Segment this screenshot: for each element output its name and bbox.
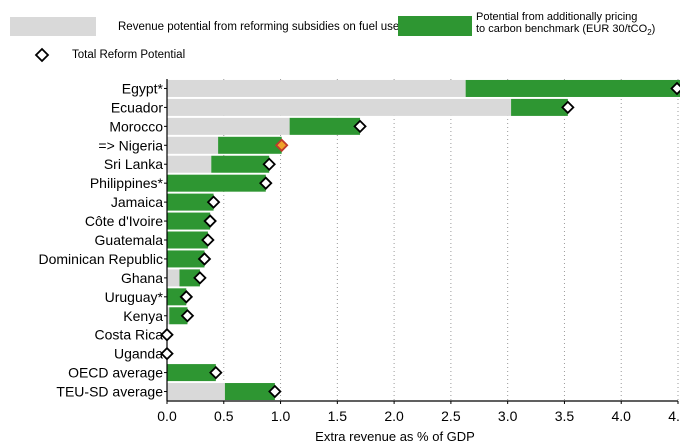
total-marker-6 [206,195,221,209]
x-tick-label-9: 4.5 [668,408,680,424]
total-marker-9 [197,252,212,266]
total-marker-3 [274,138,289,153]
x-tick-label-1: 0.5 [214,408,234,424]
bar-carbon-16 [224,383,275,401]
total-marker-1 [561,100,575,115]
x-tick-label-4: 2.0 [384,408,404,424]
category-labels: Egypt* Ecuador Morocco => Nigeria Sri Lanka P… [38,80,163,399]
legend-swatch-carbon-pricing [398,16,472,36]
total-marker-0 [670,81,680,96]
bar-carbon-6 [167,193,214,211]
bar-fuel-16 [167,383,225,401]
category-label-9: Dominican Republic [38,251,163,267]
bar-fuel-1 [167,98,512,116]
legend-label-carbon-line2-pre: to carbon benchmark (EUR 30/tCO [476,23,648,35]
bar-fuel-10 [167,269,180,287]
legend-label-carbon-line2-post: ) [651,23,656,35]
category-label-12: Kenya [123,308,163,324]
bar-carbon-0 [465,79,680,97]
category-label-5: Philippines* [90,175,164,191]
legend-label-total: Total Reform Potential [72,49,186,61]
legend-label-fuel-subsidies: Revenue potential from reforming subsidi… [118,21,400,33]
x-tick-label-7: 3.5 [555,408,575,424]
category-label-11: Uruguay* [105,289,164,305]
bar-carbon-1 [511,98,568,116]
category-label-13: Costa Rica [95,327,164,343]
legend-label-carbon-line2-sub: 2 [647,28,652,38]
bar-carbon-12 [169,307,188,325]
x-tick-label-3: 1.5 [328,408,348,424]
x-axis-label: Extra revenue as % of GDP [315,429,475,441]
total-marker-7 [203,214,217,228]
total-marker-13 [160,327,174,342]
total-marker-12 [180,308,195,323]
category-label-7: Côte d'Ivoire [85,213,163,229]
category-label-8: Guatemala [95,232,164,248]
category-label-3: => Nigeria [98,137,163,153]
bar-fuel-3 [167,136,219,154]
bar-fuel-2 [167,117,290,135]
category-label-6: Jamaica [111,194,163,210]
legend-diamond-icon [34,47,50,63]
category-label-16: TEU-SD average [56,384,163,400]
x-tick-label-0: 0.0 [157,408,177,424]
category-label-2: Morocco [109,118,163,134]
bar-fuel-12 [167,307,170,325]
bar-carbon-15 [167,364,216,382]
x-tick-labels: 0.0 0.5 1.0 1.5 2.0 2.5 3.0 3.5 4.0 4.5 [157,408,680,424]
total-markers [160,81,680,399]
category-label-15: OECD average [68,365,163,381]
total-marker-4 [262,157,276,172]
total-marker-5 [259,176,273,190]
category-label-0: Egypt* [122,80,164,96]
legend-swatch-fuel-subsidies [10,17,96,36]
grid-lines [223,79,679,401]
bar-carbon-7 [167,212,211,230]
bar-carbon-11 [167,288,187,306]
total-marker-10 [193,271,207,285]
bar-carbon-9 [167,250,205,268]
bar-carbon-2 [289,117,361,135]
total-marker-8 [201,233,215,247]
legend-label-carbon-line1: Potential from additionally pricing [476,11,638,23]
total-marker-16 [268,384,282,399]
bar-carbon-8 [167,231,208,249]
bar-carbon-4 [211,155,270,173]
total-marker-15 [209,365,223,380]
total-marker-11 [179,290,194,304]
category-label-1: Ecuador [111,99,163,115]
bar-fuel-4 [167,155,212,173]
x-tick-label-2: 1.0 [271,408,291,424]
legend-label-carbon-pricing: Potential from additionally pricing to c… [476,11,655,39]
legend-label-carbon-line2: to carbon benchmark (EUR 30/tCO2) [476,23,655,39]
bar-carbon-10 [179,269,200,287]
category-label-10: Ghana [121,270,163,286]
bar-carbon-3 [218,136,282,154]
bar-carbon-5 [167,174,266,192]
total-marker-2 [353,119,367,134]
bars [167,79,680,401]
category-label-4: Sri Lanka [104,156,163,172]
x-tick-label-5: 2.5 [441,408,461,424]
x-tick-label-8: 4.0 [611,408,631,424]
x-tick-label-6: 3.0 [498,408,518,424]
total-marker-14 [160,346,174,361]
category-label-14: Uganda [114,346,163,362]
bar-fuel-0 [167,79,466,97]
